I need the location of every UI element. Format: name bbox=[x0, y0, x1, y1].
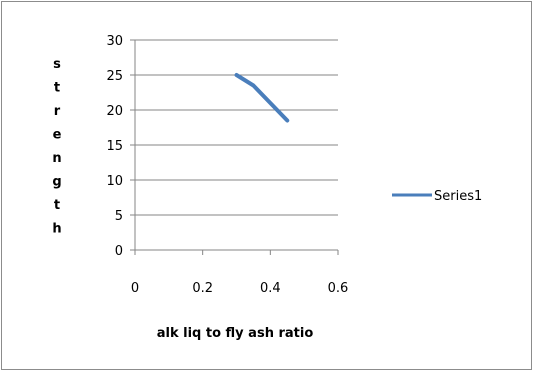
y-axis-title-letter: n bbox=[52, 151, 61, 166]
y-tick-labels: 0 5 10 15 20 25 30 bbox=[106, 34, 123, 259]
x-tick-label: 0.6 bbox=[328, 281, 349, 296]
y-axis-title-letter: g bbox=[52, 175, 61, 190]
x-tick-label: 0 bbox=[131, 281, 139, 296]
x-axis-title: alk liq to fly ash ratio bbox=[157, 326, 314, 341]
y-axis-title-letter: r bbox=[54, 104, 61, 119]
legend-label-series1: Series1 bbox=[434, 189, 482, 204]
y-axis-title-letter: h bbox=[52, 222, 61, 237]
x-tick-label: 0.2 bbox=[192, 281, 213, 296]
y-axis-title-letter: s bbox=[53, 57, 61, 72]
legend: Series1 bbox=[392, 189, 482, 204]
y-tick-label: 15 bbox=[106, 139, 123, 154]
axes bbox=[130, 39, 339, 255]
x-tick-label: 0.4 bbox=[260, 281, 281, 296]
x-tick-labels: 0 0.2 0.4 0.6 bbox=[131, 281, 348, 296]
y-axis-title-letter: e bbox=[53, 128, 62, 143]
y-tick-label: 25 bbox=[106, 69, 123, 84]
series-line-series1 bbox=[234, 73, 290, 123]
y-tick-label: 5 bbox=[115, 209, 123, 224]
y-axis-title-letter: t bbox=[54, 198, 60, 213]
series-lines bbox=[234, 73, 290, 123]
y-tick-label: 0 bbox=[115, 244, 123, 259]
y-tick-label: 20 bbox=[106, 104, 123, 119]
y-tick-label: 30 bbox=[106, 34, 123, 49]
y-axis-title-letter: t bbox=[54, 81, 60, 96]
gridlines bbox=[135, 39, 338, 216]
y-tick-label: 10 bbox=[106, 174, 123, 189]
